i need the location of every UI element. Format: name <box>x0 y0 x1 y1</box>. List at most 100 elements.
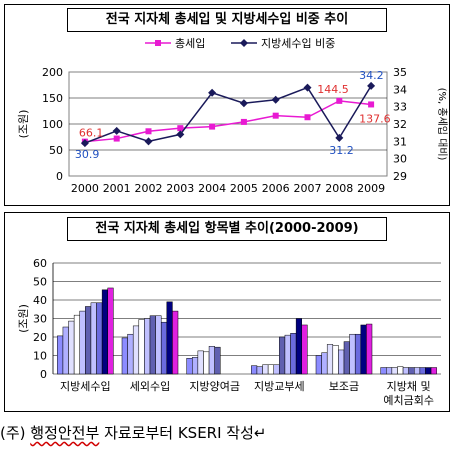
point-total <box>209 123 216 130</box>
y-left-tick-label: 100 <box>42 118 63 131</box>
bar <box>186 358 193 375</box>
y-right-tick-label: 30 <box>393 153 407 166</box>
x-tick-label: 지방채 및 <box>387 380 431 393</box>
point-total <box>177 125 184 132</box>
point-share <box>176 130 185 139</box>
bar <box>138 319 145 375</box>
bar <box>160 321 168 375</box>
x-tick-label: 지방교부세 <box>254 380 305 393</box>
y-right-tick-label: 34 <box>393 83 407 96</box>
legend-marker-total <box>155 40 161 46</box>
data-label: 34.2 <box>359 69 384 82</box>
point-share <box>208 88 217 97</box>
point-share <box>303 83 312 92</box>
bar <box>127 333 134 375</box>
x-tick-label: 지방세수입 <box>60 380 111 393</box>
y-right-tick-label: 35 <box>393 66 407 79</box>
bar <box>430 367 437 375</box>
point-share <box>335 133 344 142</box>
bar <box>144 318 151 375</box>
point-share <box>271 95 280 104</box>
y-right-axis-label: (%, 총세입 대비) <box>436 88 449 161</box>
x-tick-label: 2002 <box>135 182 163 195</box>
x-tick-label: 2003 <box>166 182 194 195</box>
source-caption: (주) 행정안전부 자료로부터 KSERI 작성↵ <box>0 422 266 443</box>
point-total <box>336 97 343 104</box>
data-label: 137.6 <box>359 112 391 125</box>
x-tick-label: 2005 <box>230 182 258 195</box>
x-tick-label: 2001 <box>103 182 131 195</box>
data-label: 144.5 <box>317 83 349 96</box>
y-right-tick-label: 32 <box>393 118 407 131</box>
bar <box>332 345 339 375</box>
chart2-title: 전국 지자체 총세입 항목별 추이(2000-2009) <box>67 217 387 241</box>
bar <box>197 350 204 375</box>
series-line-total <box>84 100 372 143</box>
y-right-tick-label: 29 <box>393 170 407 183</box>
bar <box>397 366 404 375</box>
bar <box>57 335 64 375</box>
caption-prefix: (주) <box>0 424 31 442</box>
point-share <box>239 99 248 108</box>
bar <box>214 346 221 375</box>
y-left-tick-label: 200 <box>42 66 63 79</box>
bar <box>90 302 97 375</box>
bar <box>408 367 415 375</box>
chart2-svg: 0 10 20 30 40 50 60 (조원) 지방세수입 세외수입 지방양여금 지방교부세 보조금 지… <box>17 257 441 407</box>
bar <box>343 341 350 375</box>
x-tick-label: 2009 <box>357 182 385 195</box>
point-total <box>113 135 120 142</box>
point-total <box>368 101 375 108</box>
point-total <box>272 112 279 119</box>
bar <box>68 320 75 375</box>
y-tick-label: 0 <box>40 368 47 381</box>
y-left-tick-label: 50 <box>49 144 63 157</box>
legend-marker-share <box>240 39 248 47</box>
bar <box>62 326 69 375</box>
bar <box>166 301 173 375</box>
bar <box>349 333 356 375</box>
chart1-title: 전국 지자체 총세입 및 지방세수입 비중 추이 <box>67 8 387 32</box>
bar <box>73 314 80 375</box>
bar <box>256 366 263 375</box>
data-label: 31.2 <box>329 144 354 157</box>
data-label: 66.1 <box>79 127 104 140</box>
y-left-axis-label: (조원) <box>17 110 30 139</box>
x-tick-label: 지방양여금 <box>189 380 240 393</box>
y-right-tick-label: 33 <box>393 101 407 114</box>
bar <box>284 334 291 375</box>
x-tick-label: 2006 <box>262 182 290 195</box>
y-tick-label: 30 <box>33 313 47 326</box>
bar <box>85 306 92 375</box>
bar <box>273 364 280 375</box>
y-axis-label: (조원) <box>17 304 30 333</box>
bar <box>386 367 393 375</box>
x-tick-label: 2004 <box>198 182 226 195</box>
chart-panel-2: 전국 지자체 총세입 항목별 추이(2000-2009) 0 10 20 30 40 50… <box>4 212 450 412</box>
bar <box>79 310 86 375</box>
y-tick-label: 20 <box>33 331 47 344</box>
x-tick-label: 2007 <box>294 182 322 195</box>
bar <box>295 318 302 375</box>
chart-panel-1: 전국 지자체 총세입 및 지방세수입 비중 추이 0 50 100 150 200 29 3… <box>4 4 450 206</box>
point-total <box>240 118 247 125</box>
point-share <box>144 137 153 146</box>
y-left-tick-label: 0 <box>56 170 63 183</box>
bar <box>267 364 274 375</box>
point-share <box>80 139 89 148</box>
bar <box>96 302 103 375</box>
bar <box>149 315 156 375</box>
bar <box>380 367 387 375</box>
legend: 총세입 지방세수입 비중 <box>145 37 335 50</box>
bar <box>290 333 297 375</box>
x-tick-label: 보조금 <box>329 380 359 393</box>
bar <box>419 367 426 375</box>
y-tick-label: 10 <box>33 350 47 363</box>
bar <box>321 352 328 375</box>
bar <box>279 336 286 375</box>
bar <box>208 346 215 375</box>
bar <box>414 367 421 375</box>
x-tick-label: 2000 <box>71 182 99 195</box>
series-line-share <box>84 85 372 144</box>
